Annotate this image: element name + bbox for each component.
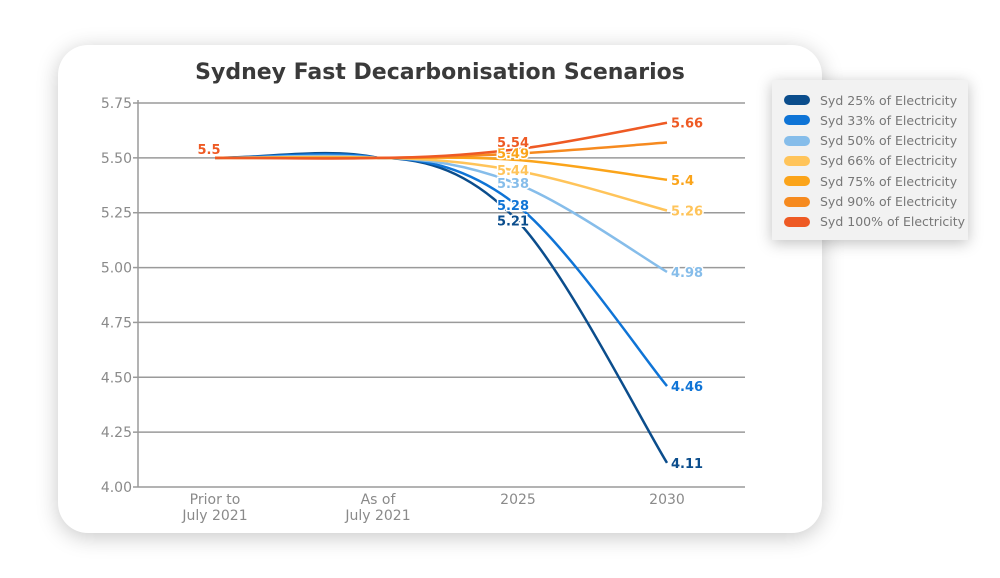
legend-item: Syd 50% of Electricity (784, 132, 957, 150)
legend-swatch (784, 95, 810, 105)
legend-swatch (784, 135, 810, 146)
series-line (214, 154, 668, 274)
chart-card (58, 45, 822, 533)
data-label: 5.5 (197, 143, 220, 158)
y-tick-label: 4.25 (101, 425, 132, 441)
legend-swatch (784, 216, 810, 227)
legend-label: Syd 75% of Electricity (820, 173, 958, 189)
x-tick-label: Prior to July 2021 (181, 492, 247, 524)
legend-label: Syd 50% of Electricity (820, 133, 958, 149)
legend-item: Syd 90% of Electricity (784, 193, 957, 211)
legend-swatch (784, 196, 810, 207)
y-tick-label: 5.00 (101, 261, 132, 277)
y-tick-label: 5.75 (101, 96, 132, 112)
legend-label: Syd 66% of Electricity (820, 153, 958, 169)
data-label: 5.54 (497, 136, 529, 151)
data-label: 5.49 (497, 147, 529, 162)
legend-swatch (784, 115, 810, 126)
data-label: 5.26 (671, 205, 703, 220)
legend-item: Syd 25% of Electricity (784, 91, 957, 109)
legend-label: Syd 100% of Electricity (820, 214, 966, 230)
data-label: 5.21 (497, 214, 529, 229)
data-label: 5.4 (671, 174, 694, 189)
legend: Syd 25% of Electricity Syd 33% of Electri… (772, 80, 968, 240)
legend-item: Syd 66% of Electricity (784, 152, 957, 170)
legend-label: Syd 25% of Electricity (820, 92, 958, 108)
data-label: 4.98 (671, 266, 703, 281)
legend-item: Syd 75% of Electricity (784, 172, 957, 190)
x-tick-label: As of July 2021 (344, 492, 410, 524)
chart-title: Sydney Fast Decarbonisation Scenarios (195, 60, 685, 85)
data-label: 5.44 (497, 164, 529, 179)
y-tick-label: 4.00 (101, 480, 132, 496)
data-label: 5.38 (497, 177, 529, 192)
legend-label: Syd 33% of Electricity (820, 112, 958, 128)
data-label: 5.66 (671, 117, 703, 132)
x-tick-label: 2030 (649, 492, 685, 508)
series-line (214, 153, 668, 387)
legend-swatch (784, 155, 810, 166)
x-tick-label: 2025 (500, 492, 536, 508)
data-label: 5.28 (497, 199, 529, 214)
data-label: 4.46 (671, 380, 703, 395)
y-tick-label: 5.25 (101, 206, 132, 222)
legend-label: Syd 90% of Electricity (820, 194, 958, 209)
series-line (214, 121, 668, 160)
legend-item: Syd 33% of Electricity (784, 111, 957, 129)
y-tick-label: 4.50 (101, 370, 132, 386)
data-label: 4.11 (671, 457, 703, 472)
series-line (214, 151, 669, 464)
legend-swatch (784, 176, 810, 187)
y-tick-label: 5.50 (101, 151, 132, 167)
y-tick-label: 4.75 (101, 315, 132, 331)
legend-item: Syd 100% of Electricity (784, 213, 965, 231)
